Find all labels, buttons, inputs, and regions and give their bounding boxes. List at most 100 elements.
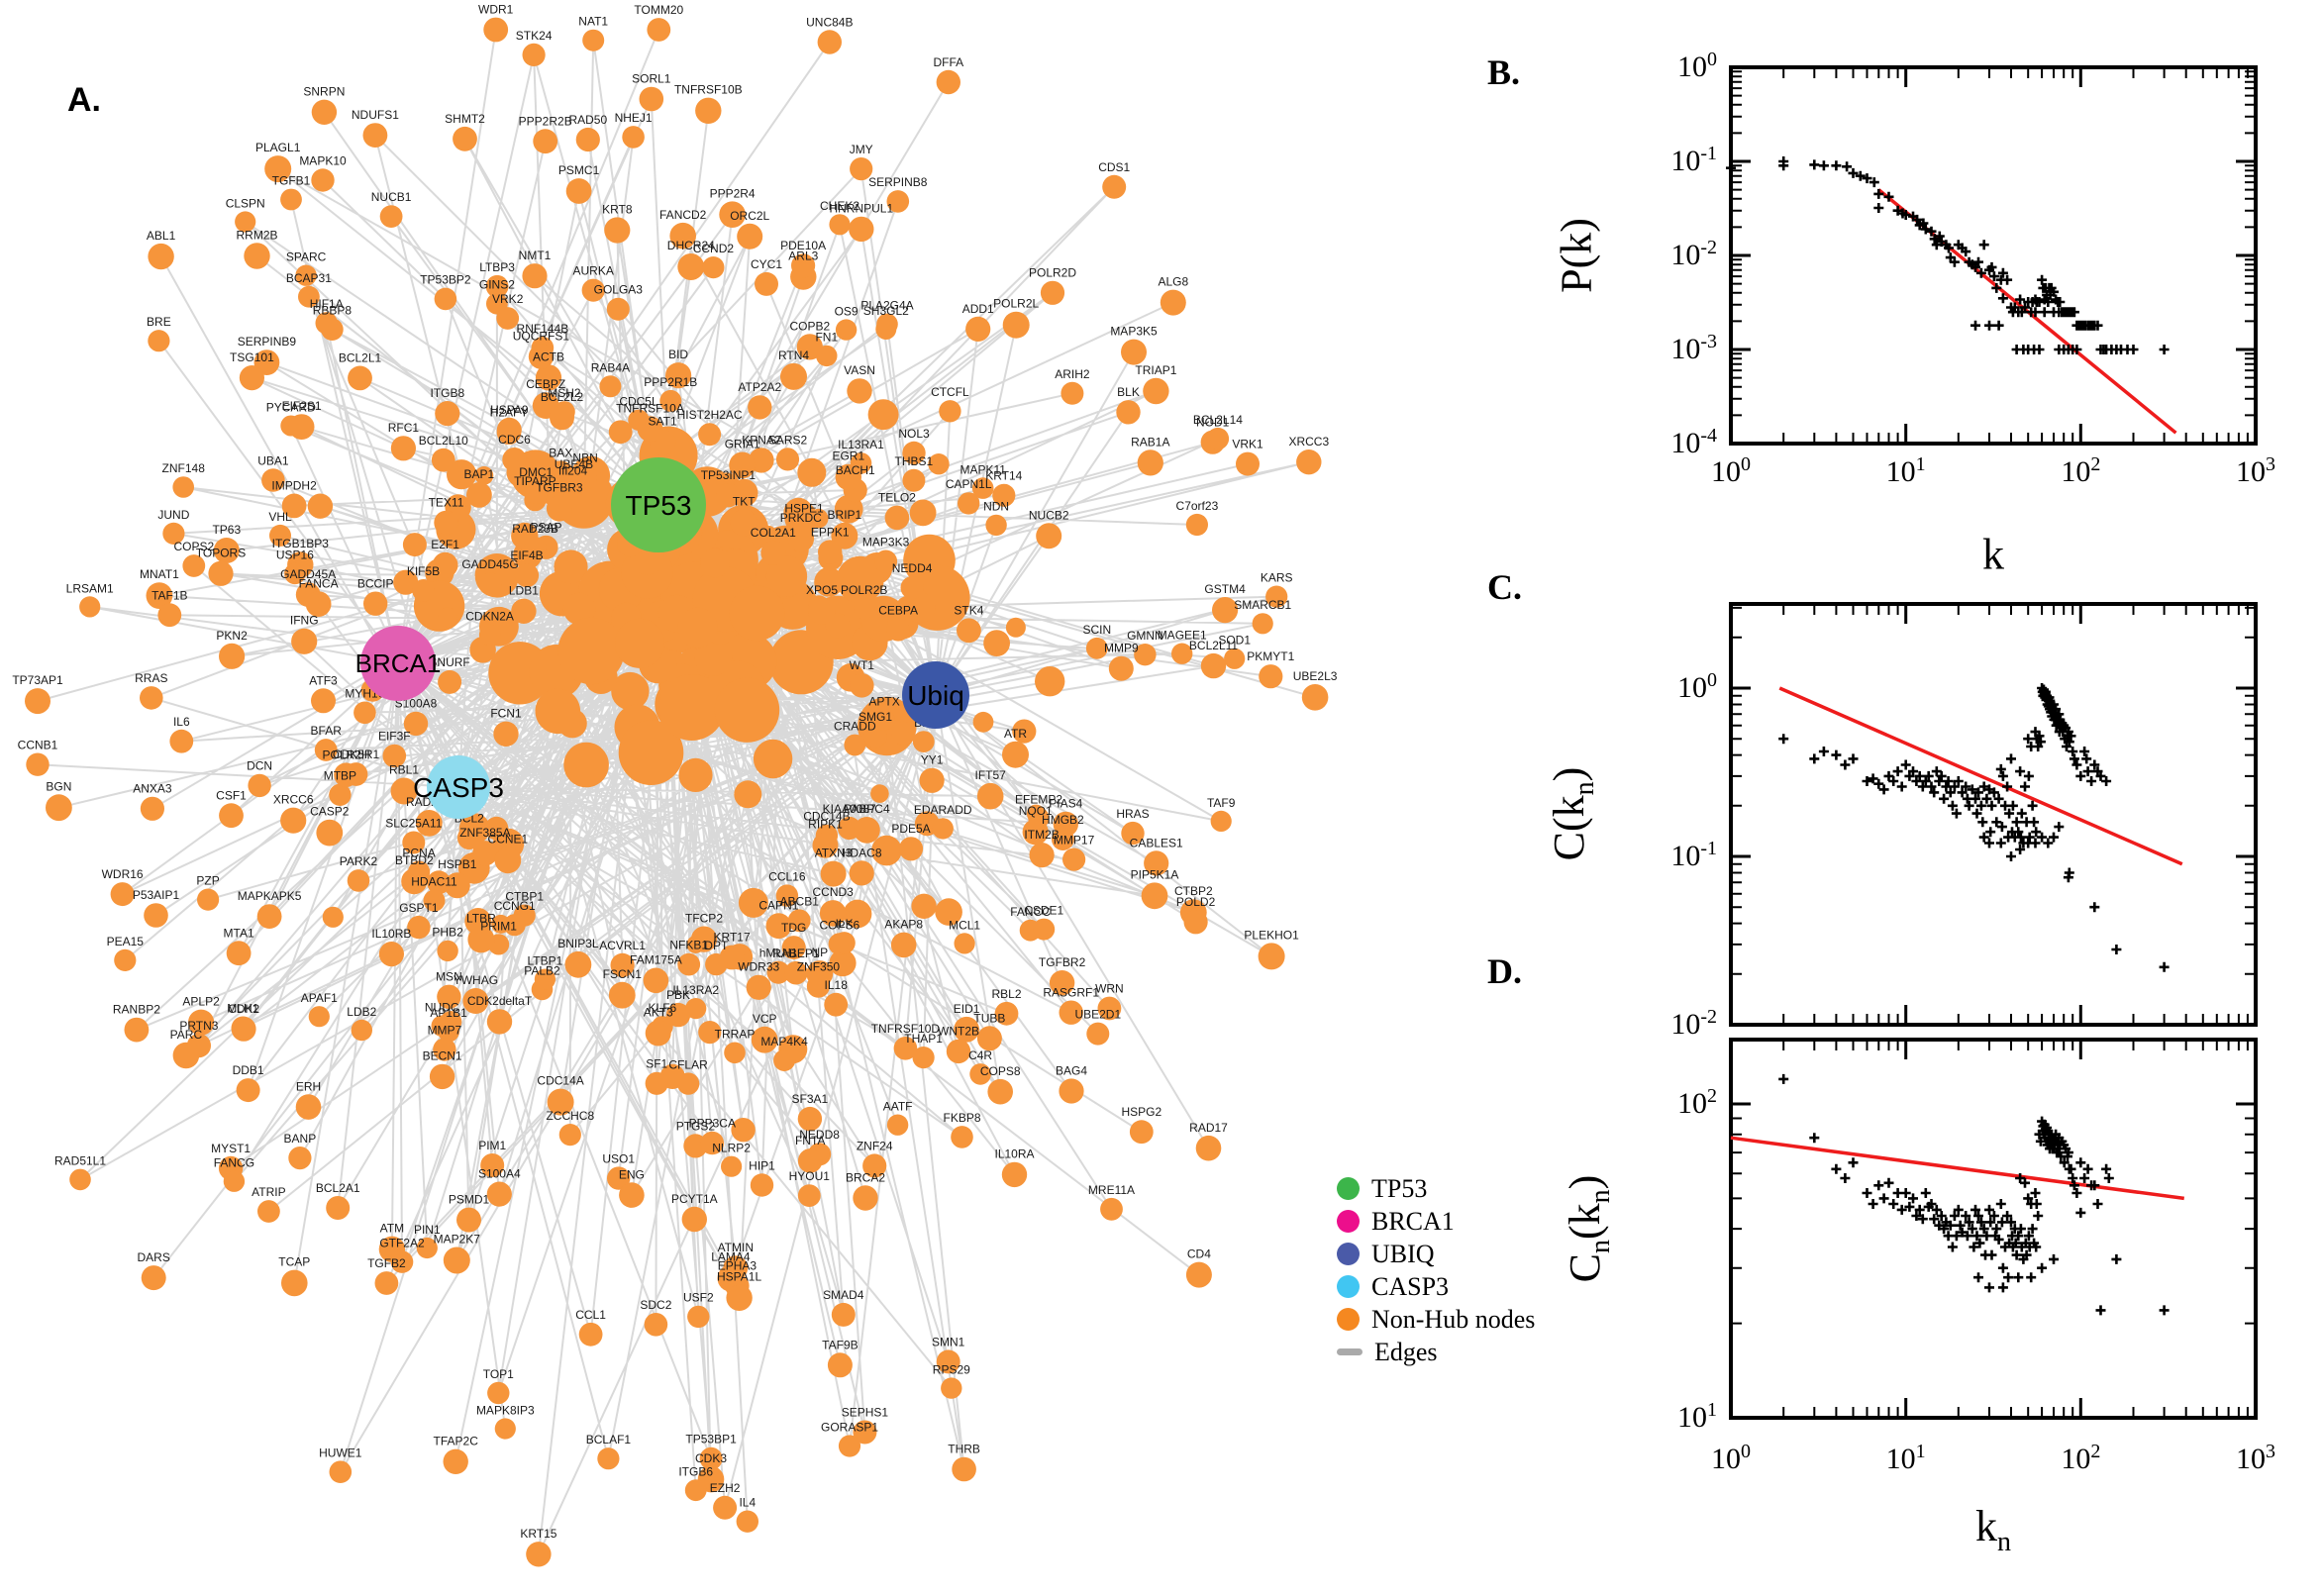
svg-text:HYOU1: HYOU1 — [789, 1169, 831, 1183]
svg-text:TRIAP1: TRIAP1 — [1135, 363, 1176, 377]
svg-text:POLD2: POLD2 — [1176, 895, 1216, 909]
y-tick-label: 10-1 — [1670, 838, 1717, 872]
svg-text:PKMYT1: PKMYT1 — [1247, 649, 1294, 663]
node-circle-icon — [1337, 1275, 1360, 1298]
svg-text:RAD50: RAD50 — [568, 113, 607, 127]
svg-text:NUDC: NUDC — [425, 1001, 459, 1015]
svg-text:MAGEE1: MAGEE1 — [1158, 629, 1207, 643]
svg-text:TDG: TDG — [781, 921, 806, 935]
svg-text:BCLAF1: BCLAF1 — [586, 1433, 632, 1446]
svg-text:KIF5B: KIF5B — [407, 564, 440, 578]
svg-text:SDC2: SDC2 — [640, 1298, 671, 1312]
hub-label-casp3: CASP3 — [413, 772, 504, 803]
svg-text:IFNG: IFNG — [290, 614, 319, 628]
svg-text:TNFRSF10D: TNFRSF10D — [871, 1022, 941, 1036]
svg-text:PRKDC: PRKDC — [780, 511, 822, 525]
svg-text:TNFRSF10A: TNFRSF10A — [616, 401, 684, 415]
svg-text:YY1: YY1 — [921, 753, 944, 767]
svg-text:ENG: ENG — [619, 1167, 645, 1181]
svg-text:VRK2: VRK2 — [492, 292, 524, 306]
hub-label-ubiq: Ubiq — [907, 680, 964, 711]
svg-text:CCND2: CCND2 — [693, 242, 735, 255]
svg-text:MYST1: MYST1 — [211, 1142, 251, 1155]
svg-text:SLC25A11: SLC25A11 — [385, 817, 442, 831]
svg-text:NEDD8: NEDD8 — [799, 1128, 840, 1142]
data-points-B — [1726, 156, 2170, 354]
svg-text:UBE4B: UBE4B — [555, 457, 593, 471]
edge-line-icon — [1337, 1348, 1363, 1355]
y-tick-label: 10-4 — [1670, 425, 1717, 459]
svg-text:CHEK2: CHEK2 — [820, 199, 859, 213]
svg-text:ITM2B: ITM2B — [1024, 828, 1059, 842]
svg-text:CDC5L: CDC5L — [619, 395, 658, 409]
svg-text:CTCFL: CTCFL — [931, 385, 969, 399]
svg-text:SAT1: SAT1 — [649, 415, 677, 429]
svg-text:DMC1: DMC1 — [519, 465, 553, 479]
fit-line-D — [1730, 1136, 2184, 1201]
svg-text:COPS8: COPS8 — [980, 1064, 1021, 1078]
svg-text:MAPK11: MAPK11 — [960, 462, 1006, 476]
svg-text:HSPB1: HSPB1 — [438, 857, 477, 871]
svg-text:RASGRF1: RASGRF1 — [1043, 986, 1099, 1000]
svg-text:BRCA2: BRCA2 — [846, 1170, 885, 1184]
x-tick-label: 102 — [2061, 453, 2101, 488]
svg-text:UBA1: UBA1 — [257, 453, 289, 467]
svg-text:CLSPN: CLSPN — [226, 196, 265, 210]
svg-text:RRM2B: RRM2B — [236, 228, 277, 242]
legend-item-casp3: CASP3 — [1337, 1270, 1535, 1303]
svg-text:UNC84B: UNC84B — [806, 15, 853, 29]
svg-text:TGFBR2: TGFBR2 — [1039, 955, 1086, 969]
svg-text:BCL2L2: BCL2L2 — [541, 390, 584, 404]
hub-node-tp53 — [611, 457, 706, 552]
svg-text:NAT1: NAT1 — [578, 15, 608, 29]
svg-text:ITGB1BP3: ITGB1BP3 — [272, 537, 330, 550]
svg-text:HRAS: HRAS — [1116, 807, 1149, 821]
node-labels-group: TCAP NHEJ1 PRIM1 Ifi204 TP53INP1 P53AIP1 TFAP2… — [12, 3, 1337, 1541]
svg-text:PDE10A: PDE10A — [780, 239, 826, 252]
svg-text:SNRPN: SNRPN — [303, 85, 345, 99]
svg-text:APAF1: APAF1 — [301, 991, 338, 1005]
svg-text:HIP1: HIP1 — [749, 1158, 775, 1172]
node-circle-icon — [1337, 1210, 1360, 1233]
svg-text:GADD45A: GADD45A — [280, 567, 336, 581]
svg-text:LTBP3: LTBP3 — [479, 260, 515, 274]
svg-text:HSPG2: HSPG2 — [1121, 1105, 1162, 1119]
svg-text:CCL1: CCL1 — [575, 1308, 606, 1322]
svg-text:DPT: DPT — [704, 939, 729, 952]
x-tick-label: 103 — [2236, 453, 2275, 488]
svg-text:TOP1: TOP1 — [483, 1367, 514, 1381]
svg-text:ATP2A2: ATP2A2 — [738, 380, 781, 394]
svg-text:KARS: KARS — [1261, 571, 1293, 585]
svg-text:ARL3: ARL3 — [788, 249, 818, 262]
svg-text:BCCIP: BCCIP — [357, 577, 394, 591]
svg-text:PPP2R1B: PPP2R1B — [644, 375, 697, 389]
svg-text:RIPK1: RIPK1 — [808, 818, 843, 832]
svg-text:SEPHS1: SEPHS1 — [842, 1406, 889, 1420]
svg-text:CCNG1: CCNG1 — [494, 899, 536, 913]
svg-text:PLAGL1: PLAGL1 — [255, 141, 301, 154]
svg-text:KLF6: KLF6 — [649, 1001, 677, 1015]
svg-text:BAP1: BAP1 — [464, 467, 495, 481]
svg-text:SHMT2: SHMT2 — [445, 112, 485, 126]
svg-text:TCAP: TCAP — [278, 1255, 310, 1269]
svg-text:PPP2R4: PPP2R4 — [710, 186, 756, 200]
nonhub-nodes-group — [25, 17, 1329, 1567]
svg-text:TP53BP1: TP53BP1 — [685, 1433, 737, 1446]
svg-text:NP: NP — [811, 946, 828, 959]
svg-text:THBS1: THBS1 — [895, 454, 934, 468]
svg-text:RAD17: RAD17 — [1189, 1121, 1228, 1135]
svg-text:ILK: ILK — [836, 917, 854, 931]
svg-text:GORASP1: GORASP1 — [821, 1420, 878, 1434]
svg-text:PZP: PZP — [196, 874, 219, 888]
svg-text:BGN: BGN — [46, 779, 71, 793]
svg-text:PBK: PBK — [666, 988, 690, 1002]
svg-text:PLA2G4A: PLA2G4A — [860, 299, 913, 313]
svg-text:PDE5A: PDE5A — [891, 822, 930, 836]
svg-text:STK24: STK24 — [516, 29, 553, 43]
node-circle-icon — [1337, 1177, 1360, 1200]
svg-text:hMLH1: hMLH1 — [759, 947, 798, 960]
plot-C — [1729, 602, 2258, 1027]
svg-text:HSPE1: HSPE1 — [784, 502, 824, 516]
x-tick-label: 102 — [2061, 1441, 2101, 1475]
svg-text:VHL: VHL — [268, 510, 292, 524]
